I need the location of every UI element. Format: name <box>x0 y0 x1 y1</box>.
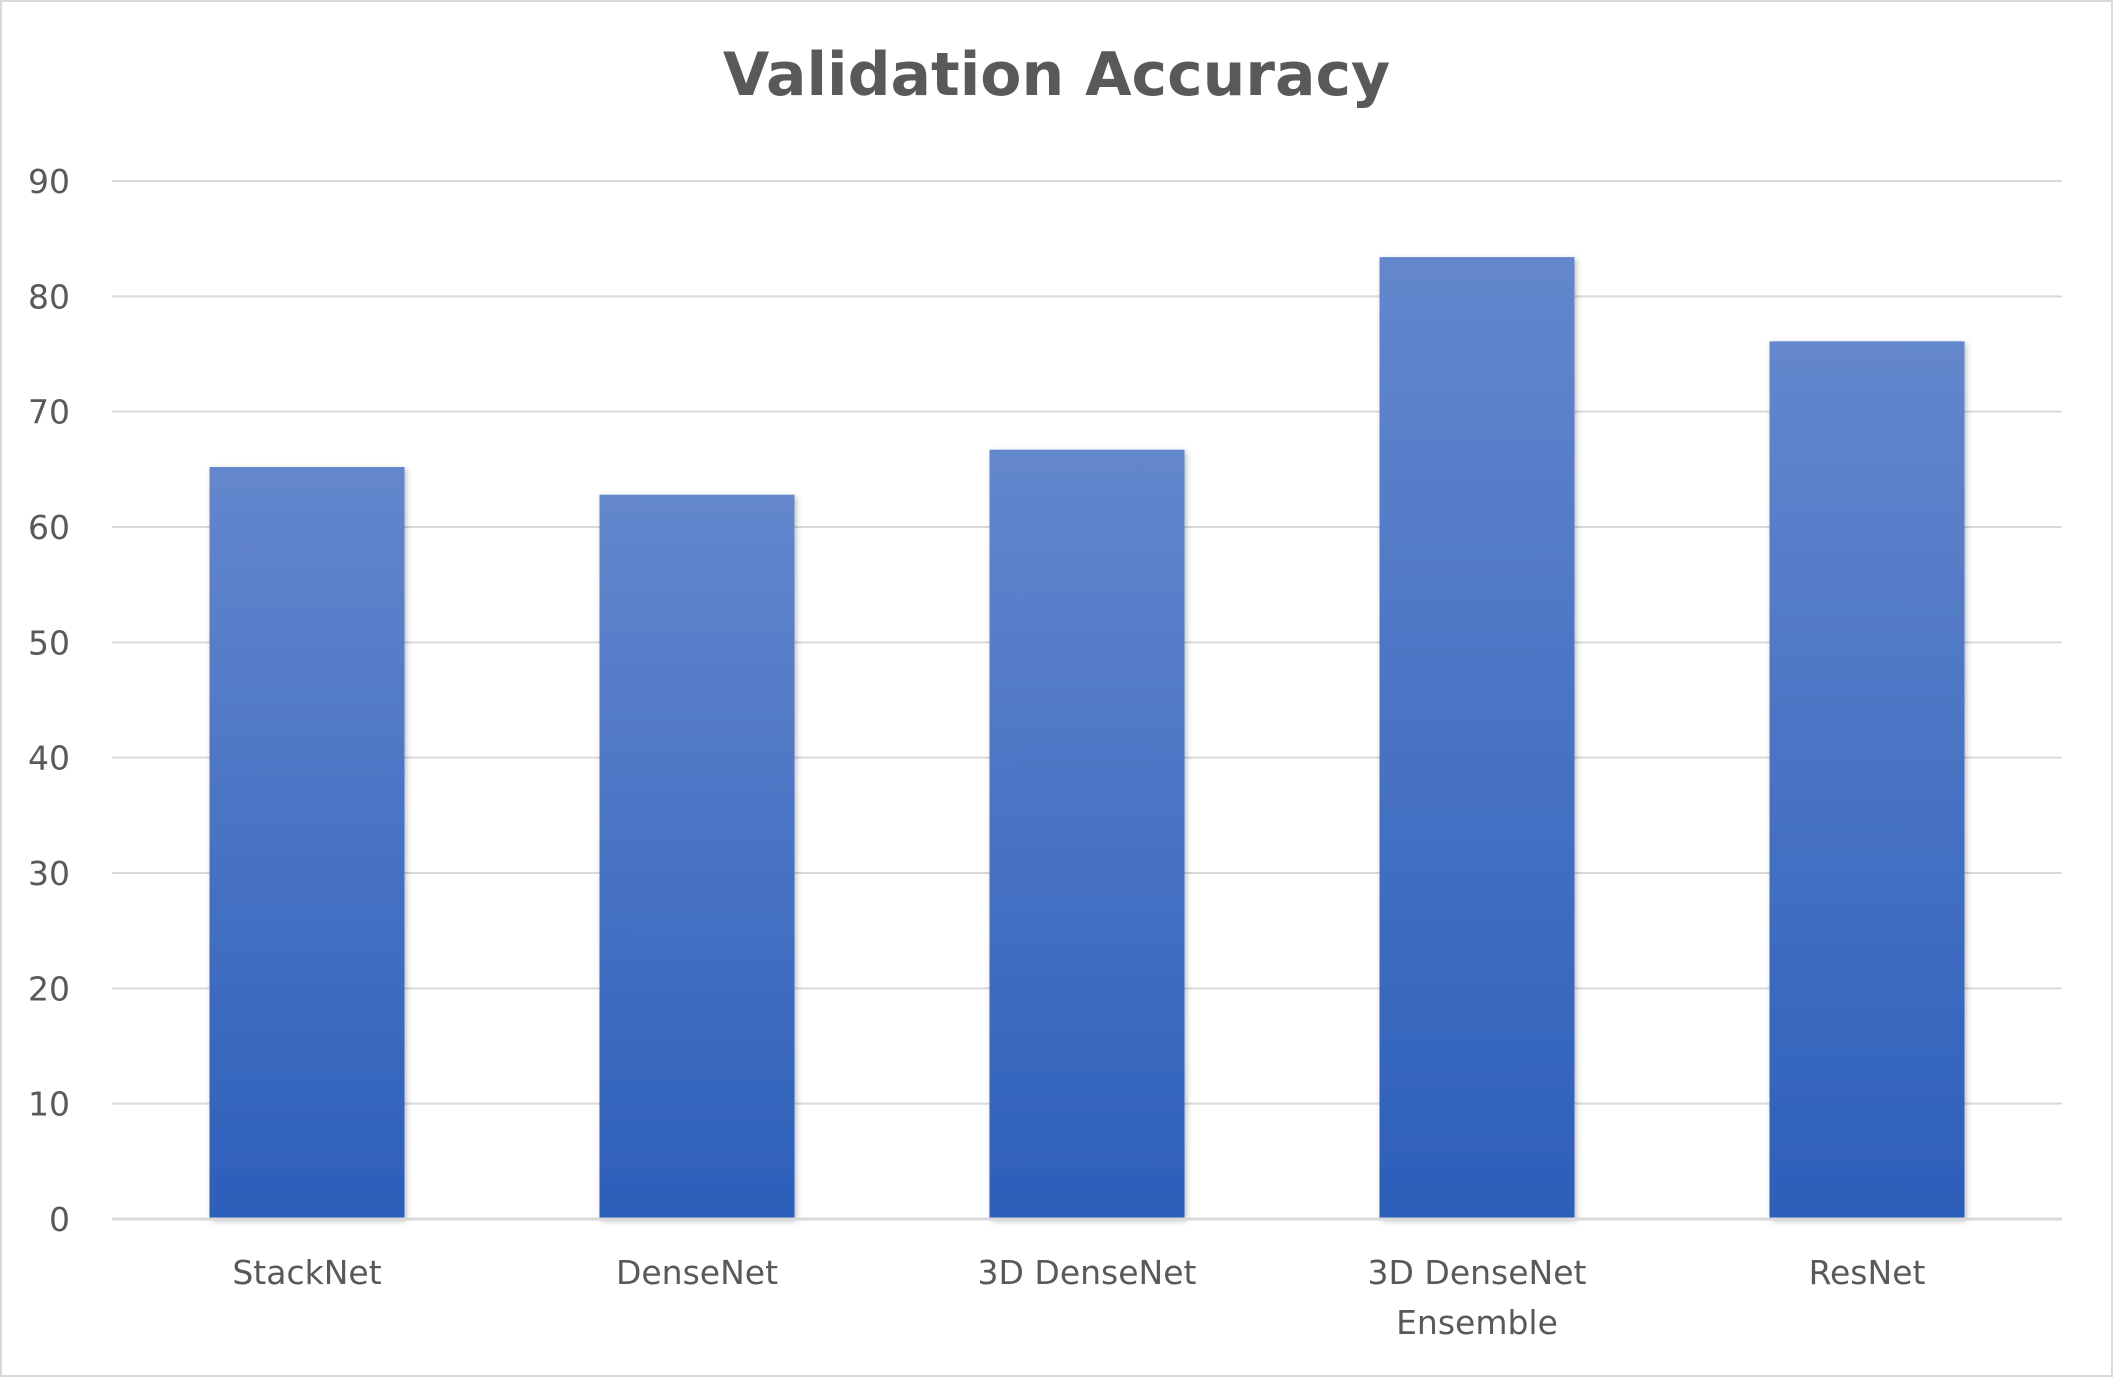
x-category-label: Ensemble <box>1396 1303 1558 1342</box>
y-tick-label: 70 <box>28 393 70 432</box>
y-tick-label: 20 <box>28 969 70 1008</box>
x-category-label: 3D DenseNet <box>978 1253 1197 1292</box>
y-tick-label: 10 <box>28 1085 70 1124</box>
x-category-label: 3D DenseNet <box>1368 1253 1587 1292</box>
y-axis-ticks: 0 10 20 30 40 50 60 70 80 90 <box>28 162 70 1239</box>
x-category-label: StackNet <box>232 1253 381 1292</box>
y-tick-label: 50 <box>28 623 70 662</box>
bars <box>209 257 1965 1219</box>
chart-title: Validation Accuracy <box>722 40 1391 110</box>
bar <box>1769 341 1965 1219</box>
y-tick-label: 0 <box>49 1200 70 1239</box>
x-axis-labels: StackNet DenseNet 3D DenseNet 3D DenseNet En… <box>232 1253 1925 1342</box>
y-tick-label: 60 <box>28 508 70 547</box>
bar <box>1379 257 1575 1219</box>
y-tick-label: 40 <box>28 739 70 778</box>
y-tick-label: 30 <box>28 854 70 893</box>
bar <box>989 449 1185 1219</box>
x-category-label: DenseNet <box>616 1253 778 1292</box>
y-tick-label: 80 <box>28 277 70 316</box>
y-tick-label: 90 <box>28 162 70 201</box>
bar <box>599 494 795 1219</box>
x-category-label: ResNet <box>1809 1253 1926 1292</box>
bar <box>209 467 405 1219</box>
